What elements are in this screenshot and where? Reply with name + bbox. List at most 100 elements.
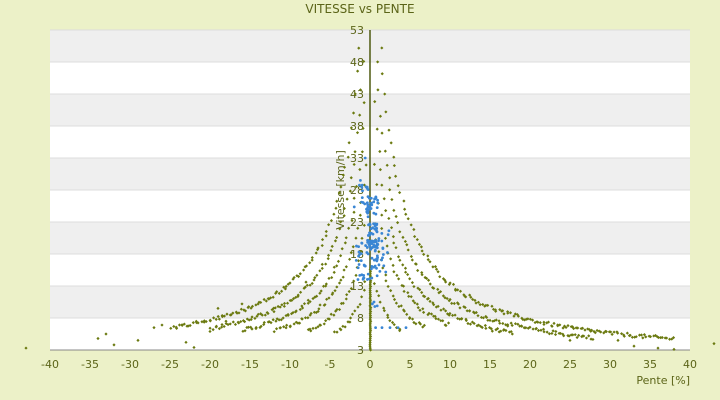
data-point-olive (368, 281, 373, 285)
data-point-olive (327, 276, 331, 281)
data-point-olive (572, 326, 576, 331)
data-point-olive (368, 283, 372, 287)
data-point-olive (401, 284, 406, 288)
data-point-olive (582, 334, 586, 338)
data-point-olive (394, 301, 398, 305)
data-point-olive (288, 325, 292, 329)
data-point-blue (387, 229, 391, 233)
data-point-olive (339, 278, 343, 282)
data-point-olive (300, 306, 305, 310)
data-point-olive (422, 323, 426, 327)
data-point-olive (347, 226, 351, 230)
data-point-blue (381, 247, 385, 250)
data-point-olive (356, 305, 360, 309)
data-point-blue (357, 250, 361, 254)
data-point-olive (346, 155, 350, 159)
data-point-olive (488, 318, 492, 322)
data-point-blue (381, 256, 384, 260)
x-tick-label: -30 (121, 358, 139, 371)
data-point-olive (526, 326, 530, 330)
x-tick-label: -5 (325, 358, 336, 371)
data-point-olive (534, 326, 538, 331)
data-point-olive (288, 281, 292, 285)
data-point-olive (427, 311, 431, 315)
data-point-olive (362, 288, 366, 292)
data-point-olive (420, 273, 424, 277)
data-point-olive (473, 298, 477, 303)
data-point-olive (224, 321, 228, 326)
data-point-olive (342, 165, 347, 169)
data-point-olive (494, 318, 498, 322)
data-point-olive (644, 335, 648, 339)
data-point-olive (368, 325, 372, 329)
data-point-blue (373, 222, 377, 226)
data-point-olive (397, 277, 401, 281)
data-point-olive (352, 196, 356, 200)
data-point-olive (602, 331, 606, 335)
data-point-olive (411, 299, 415, 303)
data-point-olive (380, 226, 384, 231)
data-point-olive (468, 309, 472, 313)
data-point-olive (318, 323, 322, 327)
data-point-olive (285, 301, 290, 305)
data-point-blue (380, 258, 383, 262)
data-point-olive (329, 219, 334, 223)
data-point-olive (426, 278, 431, 282)
data-point-olive (256, 302, 260, 306)
y-tick-label: 8 (357, 312, 364, 325)
data-point-olive (633, 335, 637, 339)
data-point-olive (339, 185, 343, 189)
data-point-blue (376, 198, 379, 202)
data-point-blue (384, 270, 388, 274)
data-point-olive (498, 321, 502, 325)
data-point-olive (282, 285, 286, 289)
data-point-olive (456, 288, 460, 292)
x-tick-label: 25 (563, 358, 577, 371)
data-point-olive (335, 235, 339, 240)
data-point-olive (403, 207, 407, 211)
data-point-olive (408, 277, 412, 281)
data-point-olive (324, 319, 328, 323)
data-point-olive (356, 69, 360, 73)
data-point-olive (312, 310, 316, 314)
data-point-blue (388, 326, 392, 329)
data-point-olive (476, 300, 481, 304)
data-point-olive (634, 335, 638, 339)
y-tick-label: 13 (350, 280, 364, 293)
data-point-blue (376, 201, 380, 205)
chart-title: VITESSE vs PENTE (305, 2, 415, 16)
data-point-olive (310, 258, 314, 262)
data-point-olive (434, 305, 438, 309)
x-tick-label: 10 (443, 358, 457, 371)
data-point-olive (368, 327, 373, 331)
data-point-olive (573, 333, 577, 337)
data-point-olive (216, 306, 220, 310)
data-point-blue (369, 207, 373, 210)
data-point-olive (350, 218, 354, 223)
data-point-blue (380, 239, 384, 243)
data-point-olive (639, 333, 644, 337)
data-point-olive (418, 322, 423, 326)
data-point-olive (453, 313, 457, 317)
data-point-olive (368, 300, 372, 304)
data-point-olive (439, 308, 443, 312)
data-point-olive (212, 316, 216, 320)
data-point-olive (398, 329, 402, 333)
data-point-olive (297, 321, 302, 325)
data-point-blue (372, 200, 376, 204)
data-point-olive (512, 314, 516, 318)
data-point-olive (542, 330, 546, 334)
data-point-olive (458, 289, 463, 293)
data-point-olive (342, 206, 346, 211)
data-point-olive (382, 197, 386, 201)
data-point-olive (489, 327, 493, 331)
data-point-olive (188, 323, 192, 328)
data-point-olive (436, 304, 440, 308)
data-point-olive (285, 323, 289, 327)
data-point-olive (368, 329, 373, 333)
data-point-olive (392, 297, 397, 302)
data-point-olive (268, 296, 273, 300)
data-point-olive (490, 329, 494, 333)
data-point-olive (481, 302, 485, 307)
data-point-olive (616, 338, 620, 342)
